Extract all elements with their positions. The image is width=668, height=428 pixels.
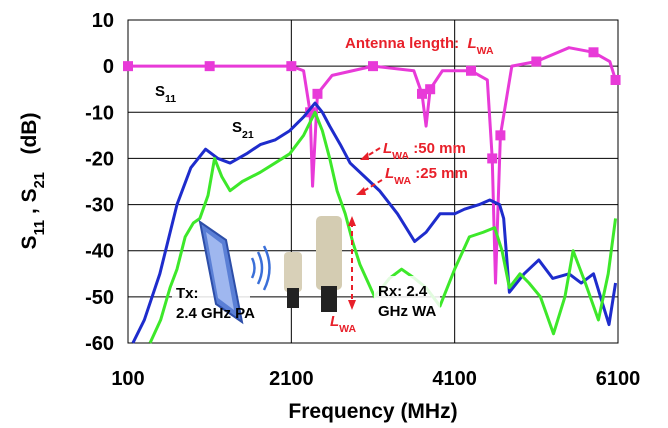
annotation: GHz WA (378, 303, 436, 320)
text-part: 11 (165, 93, 176, 105)
marker (312, 88, 323, 99)
illustration (172, 147, 440, 332)
y-tick-label: 10 (92, 10, 114, 32)
text-part: L (385, 165, 394, 182)
text-part: Rx: 2.4 (378, 283, 428, 300)
text-part: WA (392, 150, 409, 162)
text-part: :25 mm (411, 165, 468, 182)
rx-box (374, 276, 440, 322)
x-tick-label: 2100 (269, 368, 314, 390)
y-tick-label: -50 (85, 287, 114, 309)
annotation: Antenna length: LWA (345, 35, 494, 57)
radio-waves (250, 245, 271, 291)
text-part: L (468, 35, 477, 52)
text-part: 21 (32, 172, 48, 188)
antenna-50mm (316, 216, 342, 290)
y-tick-label: -40 (85, 241, 114, 263)
text-part: 2.4 GHz PA (176, 305, 255, 322)
lines (123, 46, 621, 344)
annotation: Tx: (176, 285, 199, 302)
annotation: Rx: 2.4 (378, 283, 428, 300)
tx-antenna-inner (206, 232, 234, 310)
x-axis-label: Frequency (MHz) (288, 400, 457, 423)
y-tick-label: -30 (85, 195, 114, 217)
marker (495, 130, 506, 141)
series-line (131, 101, 618, 344)
text-part: S (232, 119, 242, 136)
annotation: 2.4 GHz PA (176, 305, 255, 322)
y-tick-label: -60 (85, 333, 114, 355)
marker (286, 61, 297, 72)
marker (123, 61, 133, 72)
annotation: LWA (330, 313, 357, 335)
text-part: S (18, 235, 41, 249)
marker (531, 56, 542, 67)
y-axis-label: S11 , S21 (dB) (18, 113, 48, 250)
antenna-25mm (284, 252, 302, 292)
arrow-head (356, 187, 366, 195)
text-part: Antenna length: (345, 35, 468, 52)
annotation: LWA :25 mm (385, 165, 468, 187)
arrow-head (348, 216, 356, 226)
text-part: 21 (242, 129, 254, 141)
text-part: L (330, 313, 339, 330)
marker (368, 61, 378, 72)
annotation: S11 (155, 83, 176, 105)
text-part: S (155, 83, 165, 100)
text-part: 11 (32, 220, 48, 236)
marker (425, 84, 436, 95)
marker (204, 61, 215, 72)
text-part: WA (339, 323, 356, 335)
connector (287, 288, 299, 308)
series-line (148, 110, 618, 344)
marker (305, 107, 316, 118)
y-tick-label: -20 (85, 148, 114, 170)
text-part: :50 mm (409, 140, 466, 157)
y-tick-label: -10 (85, 102, 114, 124)
x-tick-label: 6100 (596, 368, 641, 390)
marker (417, 88, 427, 99)
text-part: Tx: (176, 285, 199, 302)
pointer-arrow (363, 147, 381, 159)
x-tick-label: 4100 (432, 368, 477, 390)
arrow-head (348, 300, 356, 310)
text-part: L (383, 140, 392, 157)
connector (321, 286, 337, 312)
text-part: (dB) (18, 113, 41, 172)
arrow-head (360, 152, 369, 160)
annotation: LWA :50 mm (383, 140, 466, 162)
text-part: GHz WA (378, 303, 436, 320)
text-part: WA (477, 45, 494, 57)
y-tick-label: 0 (103, 56, 114, 78)
annotation: S21 (232, 119, 254, 141)
x-tick-label: 100 (111, 368, 144, 390)
text-part: WA (394, 175, 411, 187)
marker (466, 65, 476, 76)
marker (610, 74, 621, 85)
pointer-arrow (361, 179, 383, 193)
plot-frame (127, 19, 619, 344)
text-part: , S (18, 188, 41, 220)
marker (588, 47, 599, 58)
marker (487, 153, 498, 164)
